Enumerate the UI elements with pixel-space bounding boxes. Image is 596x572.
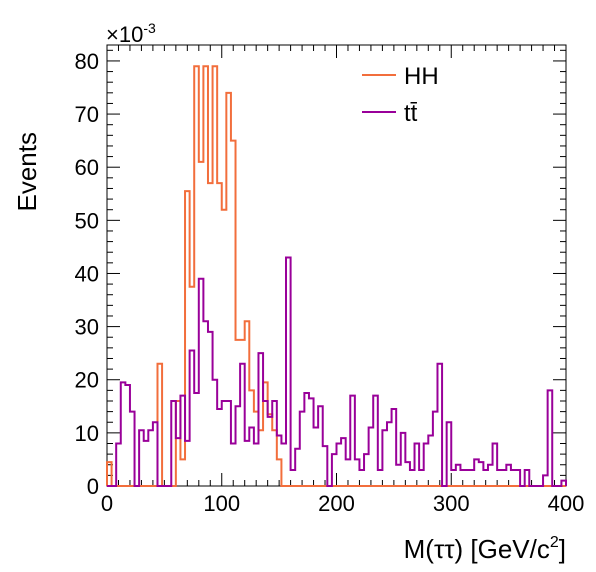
y-axis-multiplier: ×10-3 <box>106 20 156 47</box>
y-tick-label: 10 <box>75 421 99 446</box>
y-tick-label: 30 <box>75 315 99 340</box>
legend-label-hh: HH <box>404 63 439 90</box>
x-tick-label: 100 <box>203 491 240 516</box>
y-tick-label: 50 <box>75 208 99 233</box>
x-tick-label: 200 <box>318 491 355 516</box>
x-axis-title: M(ττ) [GeV/c2] <box>404 534 566 564</box>
y-tick-label: 20 <box>75 368 99 393</box>
y-tick-label: 0 <box>87 474 99 499</box>
legend-label-ttbar: tt̄ <box>404 100 418 127</box>
ttbar-histogram-line <box>107 256 567 487</box>
legend: HH tt̄ <box>362 63 439 127</box>
x-tick-label: 400 <box>548 491 585 516</box>
y-tick-label: 40 <box>75 261 99 286</box>
x-tick-label: 300 <box>433 491 470 516</box>
y-tick-label: 60 <box>75 155 99 180</box>
y-axis-title: Events <box>12 132 42 212</box>
axis-tick-labels: 0 100 200 300 400 0 10 20 30 40 50 60 70 80 <box>75 49 585 516</box>
y-tick-label: 80 <box>75 49 99 74</box>
x-tick-label: 0 <box>101 491 113 516</box>
series-layer <box>106 65 567 487</box>
y-tick-label: 70 <box>75 102 99 127</box>
